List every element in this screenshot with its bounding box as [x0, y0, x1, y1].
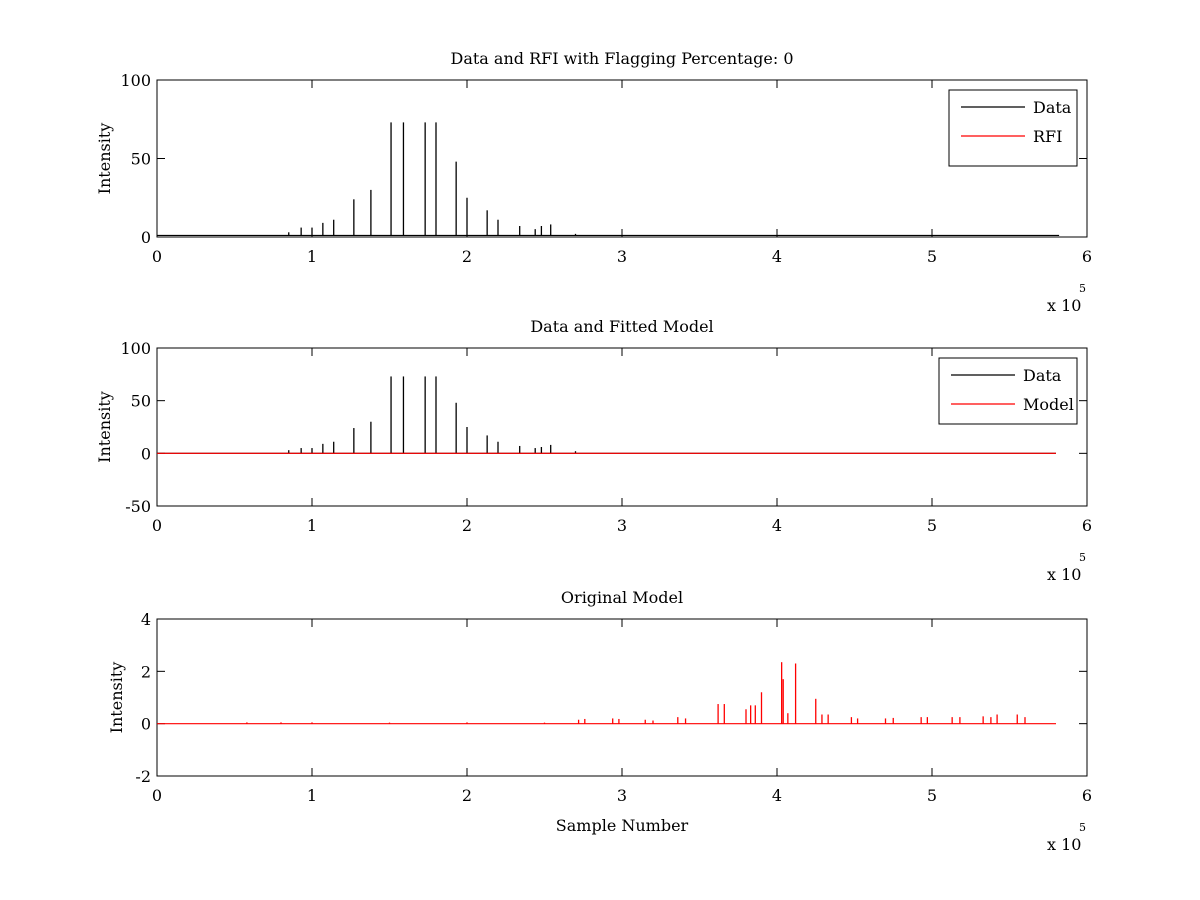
x-multiplier-exponent: 5	[1079, 551, 1086, 564]
x-tick-label: 1	[307, 786, 317, 805]
y-axis-label: Intensity	[107, 662, 126, 734]
y-axis-label: Intensity	[95, 391, 114, 463]
x-tick-label: 6	[1082, 516, 1092, 535]
x-multiplier: x 10	[1047, 565, 1081, 584]
x-tick-label: 3	[617, 516, 627, 535]
x-tick-label: 5	[927, 247, 937, 266]
series-model-0	[157, 662, 1056, 725]
x-multiplier-exponent: 5	[1079, 821, 1086, 834]
legend: Data Model	[938, 357, 1078, 425]
x-multiplier: x 10	[1047, 296, 1081, 315]
x-tick-label: 3	[617, 786, 627, 805]
chart-panel-1: Data and RFI with Flagging Percentage: 0…	[95, 49, 1092, 315]
chart-title: Data and RFI with Flagging Percentage: 0	[450, 49, 793, 68]
plot-area	[156, 618, 1088, 777]
chart-title: Original Model	[561, 588, 683, 607]
y-tick-label: 100	[120, 339, 151, 358]
x-tick-label: 2	[462, 247, 472, 266]
x-tick-label: 4	[772, 516, 782, 535]
y-tick-label: 50	[131, 150, 151, 169]
y-tick-label: 0	[141, 715, 151, 734]
x-tick-label: 5	[927, 516, 937, 535]
legend-label: Data	[1033, 98, 1072, 117]
y-tick-label: 4	[141, 610, 151, 629]
x-multiplier: x 10	[1047, 835, 1081, 854]
x-axis-label: Sample Number	[556, 816, 689, 835]
x-tick-label: 5	[927, 786, 937, 805]
x-tick-label: 2	[462, 786, 472, 805]
x-tick-label: 0	[152, 516, 162, 535]
legend-label: RFI	[1033, 127, 1062, 146]
x-tick-label: 6	[1082, 786, 1092, 805]
plot-area	[156, 79, 1088, 238]
x-tick-label: 4	[772, 786, 782, 805]
legend-box	[938, 357, 1078, 425]
y-tick-label: 0	[141, 228, 151, 247]
x-tick-label: 0	[152, 247, 162, 266]
x-tick-label: 4	[772, 247, 782, 266]
x-multiplier-exponent: 5	[1079, 282, 1086, 295]
legend-label: Model	[1023, 395, 1074, 414]
plot-area	[156, 347, 1088, 507]
chart-title: Data and Fitted Model	[530, 317, 713, 336]
y-axis-label: Intensity	[95, 123, 114, 195]
legend-box	[948, 89, 1078, 167]
y-tick-label: -50	[125, 497, 151, 516]
y-tick-label: 0	[141, 444, 151, 463]
series-data	[157, 122, 1060, 237]
x-tick-label: 3	[617, 247, 627, 266]
x-tick-label: 6	[1082, 247, 1092, 266]
x-tick-label: 1	[307, 247, 317, 266]
legend-label: Data	[1023, 366, 1062, 385]
y-tick-label: -2	[135, 767, 151, 786]
y-tick-label: 2	[141, 662, 151, 681]
y-tick-label: 100	[120, 71, 151, 90]
x-tick-label: 1	[307, 516, 317, 535]
legend: Data RFI	[948, 89, 1078, 167]
x-tick-label: 0	[152, 786, 162, 805]
x-tick-label: 2	[462, 516, 472, 535]
y-tick-label: 50	[131, 392, 151, 411]
